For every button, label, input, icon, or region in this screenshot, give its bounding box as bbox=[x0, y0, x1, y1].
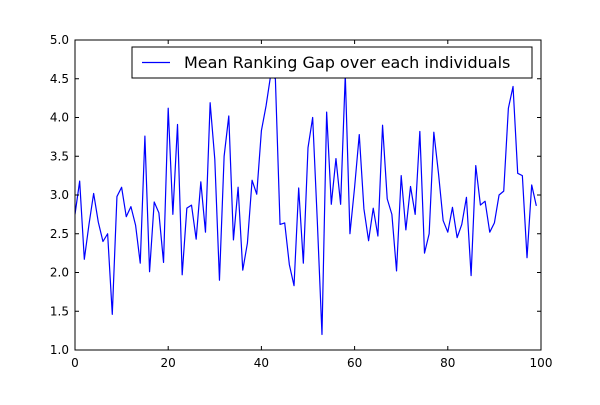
y-tick-label: 3.0 bbox=[50, 188, 69, 202]
x-tick-label: 100 bbox=[530, 356, 553, 370]
legend: Mean Ranking Gap over each individuals bbox=[132, 47, 532, 78]
y-tick-label: 4.0 bbox=[50, 111, 69, 125]
x-tick-label: 60 bbox=[347, 356, 362, 370]
legend-label: Mean Ranking Gap over each individuals bbox=[184, 53, 510, 72]
y-tick-label: 2.5 bbox=[50, 227, 69, 241]
y-tick-label: 4.5 bbox=[50, 72, 69, 86]
y-tick-label: 3.5 bbox=[50, 149, 69, 163]
y-tick-label: 5.0 bbox=[50, 33, 69, 47]
x-tick-label: 80 bbox=[440, 356, 455, 370]
y-tick-label: 1.5 bbox=[50, 304, 69, 318]
x-tick-label: 20 bbox=[161, 356, 176, 370]
y-tick-label: 2.0 bbox=[50, 266, 69, 280]
x-tick-label: 0 bbox=[71, 356, 79, 370]
y-tick-label: 1.0 bbox=[50, 343, 69, 357]
x-tick-label: 40 bbox=[254, 356, 269, 370]
